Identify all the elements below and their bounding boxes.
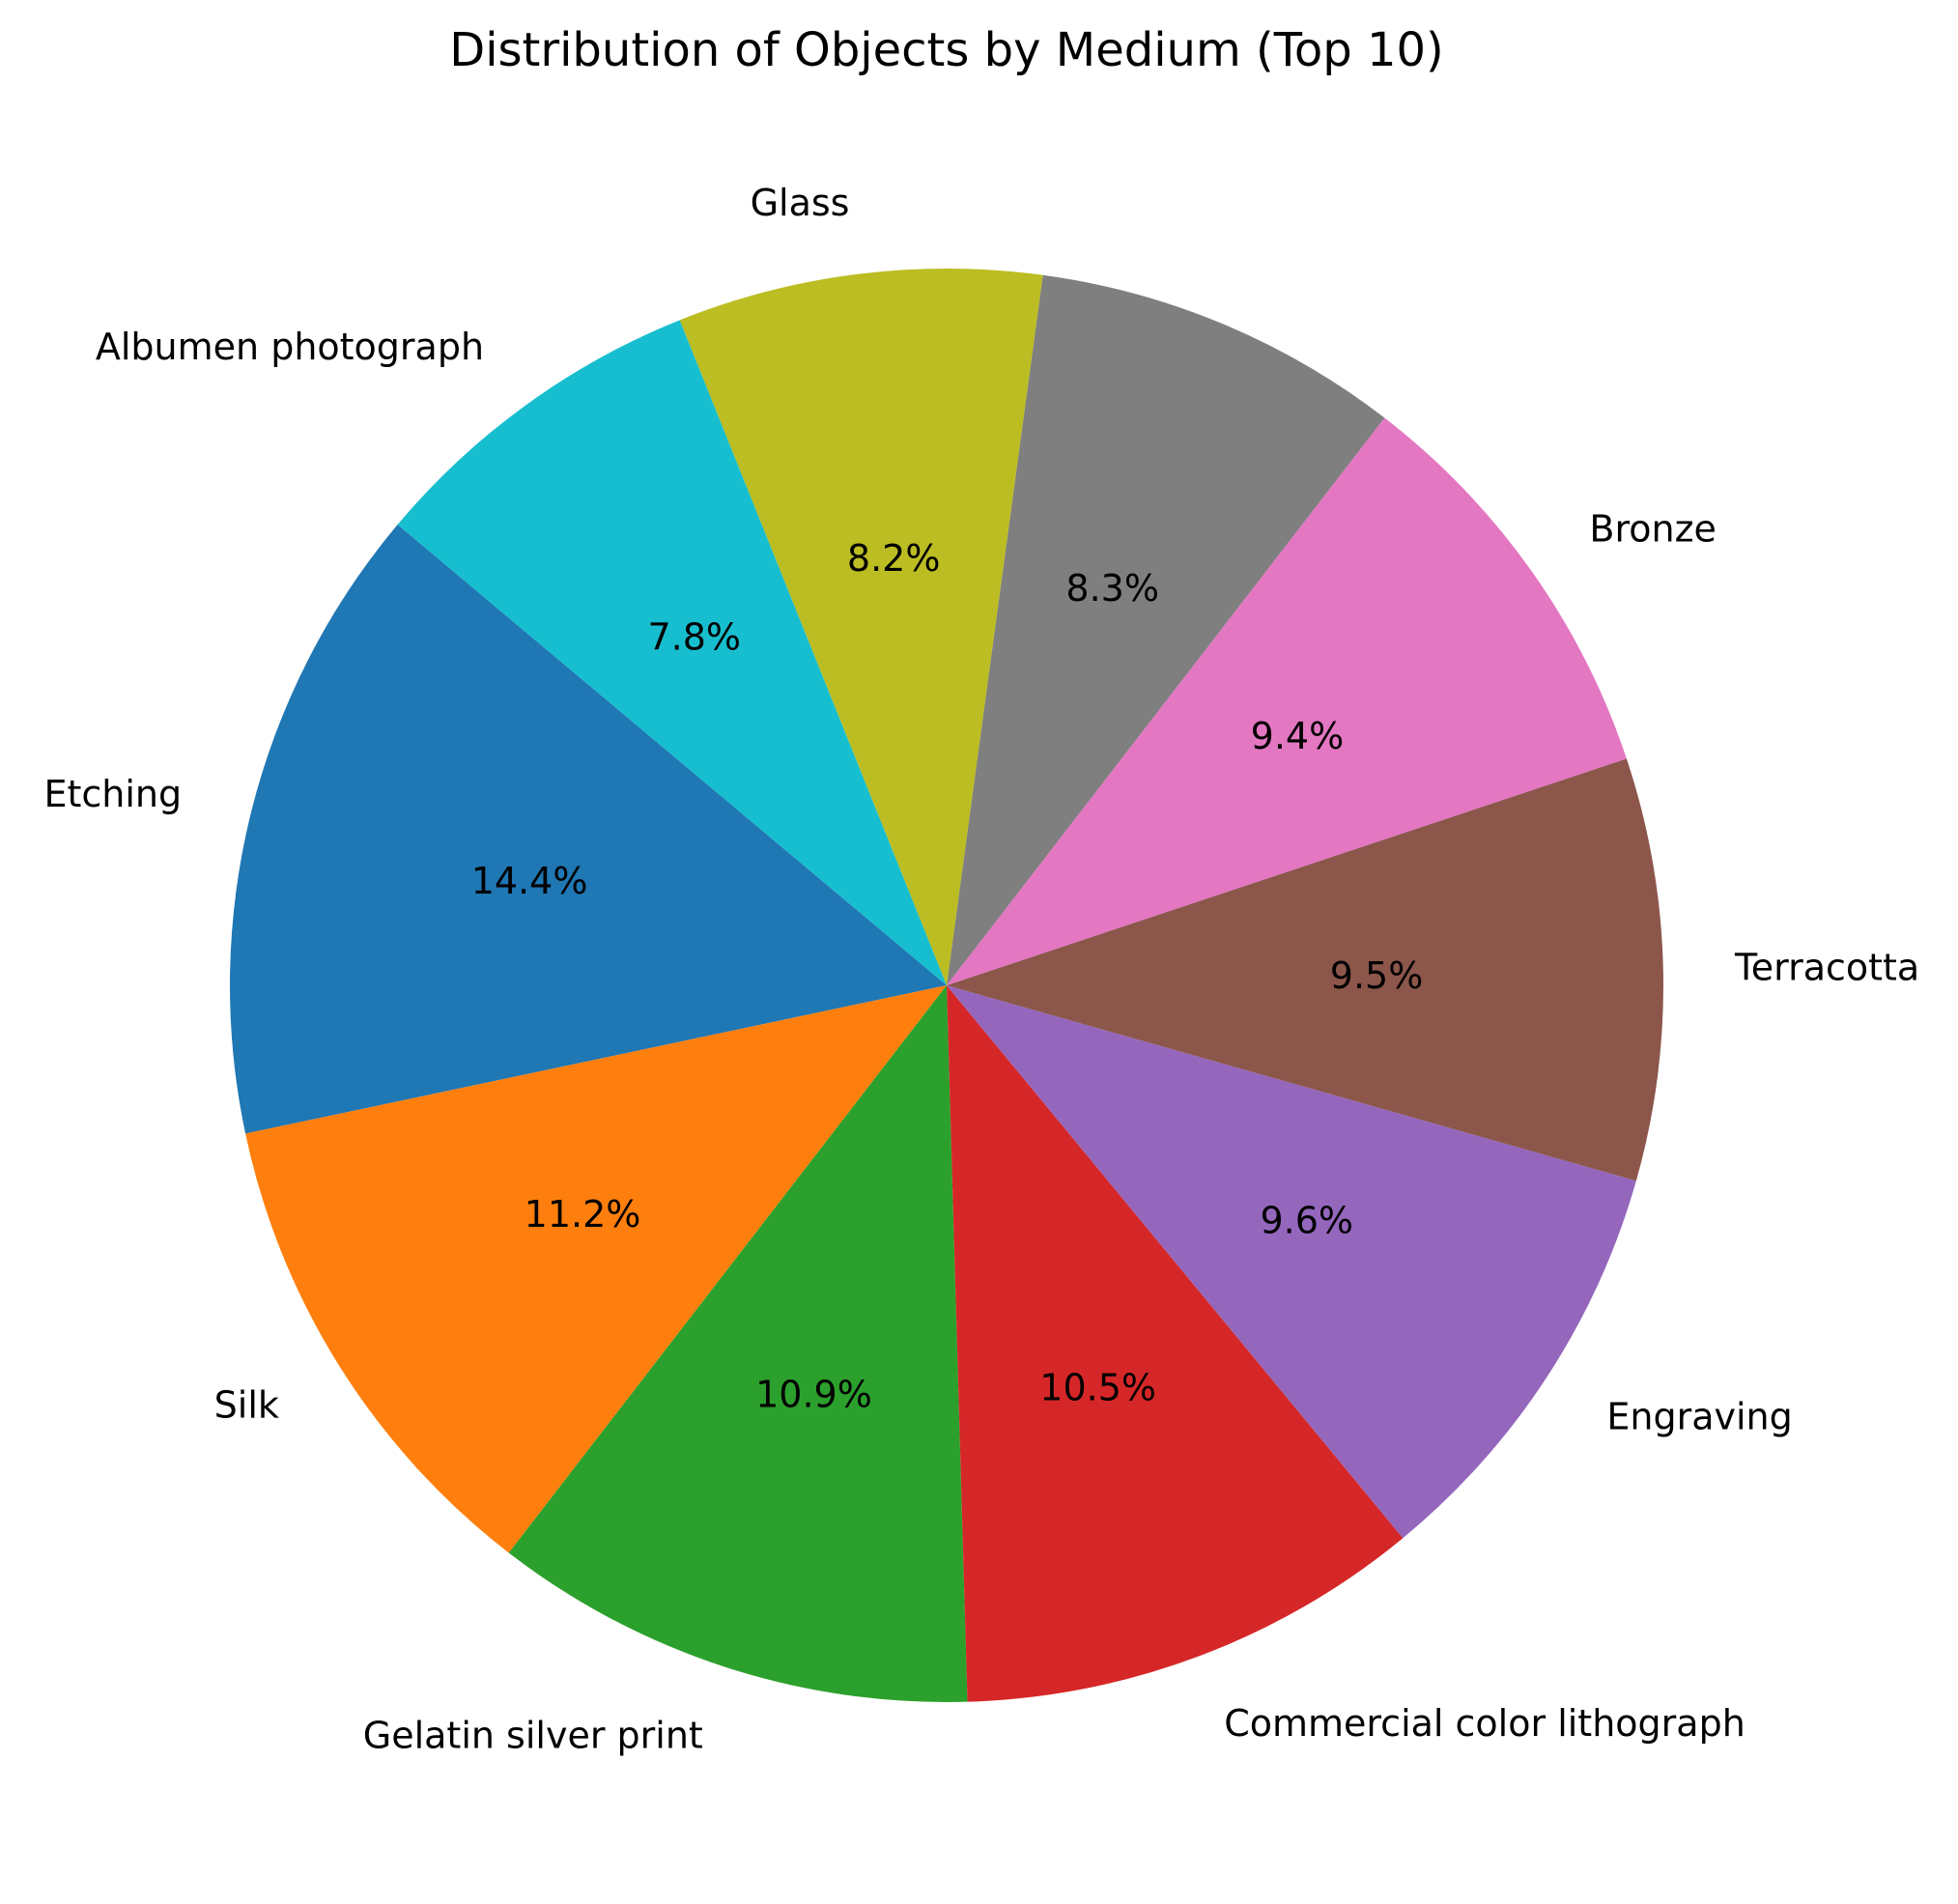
slice-engraving [947, 985, 1636, 1539]
slice-commercial-color-lithograph [947, 985, 1404, 1702]
slice-gelatin-silver-print [508, 985, 968, 1702]
chart-title: Distribution of Objects by Medium (Top 1… [449, 23, 1444, 77]
percent-label-glass: 8.2% [847, 537, 941, 580]
percent-label-commercial-color-lithograph: 10.5% [1039, 1367, 1156, 1409]
category-label-silk: Silk [214, 1383, 279, 1426]
percent-label-etching: 14.4% [471, 860, 588, 902]
percent-label-albumen-photograph: 7.8% [647, 616, 741, 659]
pie-slices [230, 269, 1663, 1702]
category-label-etching: Etching [43, 773, 182, 815]
slice-albumen-photograph [397, 320, 947, 985]
category-labels: Etching Silk Gelatin silver print Commercia… [43, 182, 1919, 1756]
percent-label-gelatin-silver-print: 10.9% [755, 1373, 872, 1415]
slice-unlabeled [947, 274, 1385, 985]
category-label-glass: Glass [751, 182, 850, 224]
percent-label-silk: 11.2% [525, 1193, 641, 1236]
percent-labels: 14.4% 11.2% 10.9% 10.5% 9.6% 9.5% 9.4% 8.3% 8.2%… [471, 537, 1424, 1415]
percent-label-unlabeled: 8.3% [1065, 567, 1159, 610]
percent-label-terracotta: 9.5% [1330, 954, 1424, 997]
slice-glass [679, 269, 1043, 986]
slice-terracotta [947, 758, 1663, 1181]
slice-silk [245, 985, 948, 1553]
slice-bronze [947, 417, 1627, 985]
category-label-albumen-photograph: Albumen photograph [96, 326, 484, 368]
category-label-gelatin-silver-print: Gelatin silver print [363, 1714, 703, 1756]
slice-etching [230, 525, 948, 1134]
category-label-bronze: Bronze [1589, 507, 1717, 550]
category-label-commercial-color-lithograph: Commercial color lithograph [1224, 1702, 1745, 1745]
category-label-engraving: Engraving [1606, 1395, 1792, 1437]
category-label-terracotta: Terracotta [1734, 946, 1919, 988]
percent-label-bronze: 9.4% [1251, 715, 1345, 757]
percent-label-engraving: 9.6% [1260, 1199, 1353, 1241]
